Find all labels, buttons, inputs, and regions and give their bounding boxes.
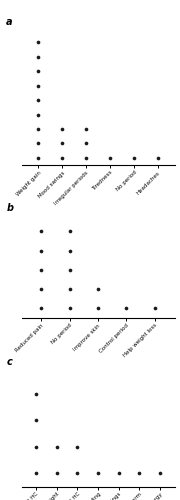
Point xyxy=(40,304,43,312)
Point xyxy=(37,82,40,90)
Point xyxy=(68,285,71,293)
Point xyxy=(68,228,71,235)
Point xyxy=(85,140,88,147)
Point xyxy=(37,68,40,76)
Point xyxy=(37,53,40,61)
Point xyxy=(40,285,43,293)
Point xyxy=(40,266,43,274)
Point xyxy=(35,443,37,451)
Point xyxy=(97,304,100,312)
Point xyxy=(85,125,88,133)
Point xyxy=(55,443,58,451)
Point xyxy=(125,304,128,312)
Point xyxy=(35,470,37,478)
Text: a: a xyxy=(6,17,13,27)
Point xyxy=(61,140,64,147)
Point xyxy=(35,390,37,398)
Point xyxy=(153,304,156,312)
Point xyxy=(68,266,71,274)
Point xyxy=(97,285,100,293)
Point xyxy=(55,470,58,478)
Point xyxy=(37,110,40,118)
Point xyxy=(117,470,120,478)
Point xyxy=(68,246,71,254)
Point xyxy=(97,470,100,478)
Text: c: c xyxy=(6,357,12,367)
Point xyxy=(156,154,159,162)
Point xyxy=(35,416,37,424)
Point xyxy=(40,228,43,235)
Point xyxy=(132,154,135,162)
Point xyxy=(109,154,111,162)
Point xyxy=(138,470,141,478)
Point xyxy=(37,38,40,46)
Point xyxy=(76,443,79,451)
Point xyxy=(37,125,40,133)
Point xyxy=(61,125,64,133)
Point xyxy=(61,154,64,162)
Point xyxy=(68,304,71,312)
Point xyxy=(85,154,88,162)
Point xyxy=(37,154,40,162)
Point xyxy=(40,246,43,254)
Text: b: b xyxy=(6,203,13,213)
Point xyxy=(37,140,40,147)
Point xyxy=(76,470,79,478)
Point xyxy=(159,470,162,478)
Point xyxy=(37,96,40,104)
